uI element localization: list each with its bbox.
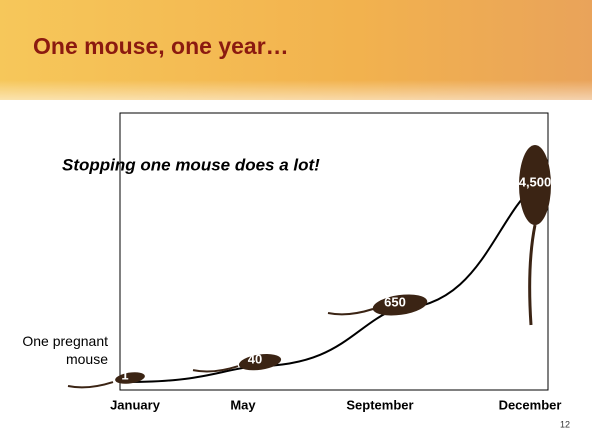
- header-fade: [0, 80, 592, 115]
- page: One mouse, one year… Stopping one mouse …: [0, 0, 592, 446]
- mouse-tail: [530, 225, 535, 325]
- growth-curve: [125, 185, 535, 382]
- value-label: 1: [121, 367, 128, 382]
- value-label: 40: [248, 352, 262, 367]
- annotation-box: One pregnant mouse: [20, 332, 108, 394]
- value-label: 650: [384, 294, 406, 309]
- mouse-tail: [328, 309, 373, 314]
- mouse: [114, 371, 145, 386]
- x-tick-label: January: [110, 397, 161, 412]
- x-tick-label: September: [346, 397, 413, 412]
- annotation: One pregnant mouse: [20, 332, 108, 368]
- title: One mouse, one year…: [33, 33, 289, 59]
- slide: One mouse, one year… Stopping one mouse …: [0, 0, 592, 446]
- slide-number: 12: [560, 419, 570, 429]
- value-label: 4,500: [519, 174, 552, 189]
- x-tick-label: December: [499, 397, 562, 412]
- subtitle: Stopping one mouse does a lot!: [62, 155, 320, 174]
- x-tick-label: May: [230, 397, 256, 412]
